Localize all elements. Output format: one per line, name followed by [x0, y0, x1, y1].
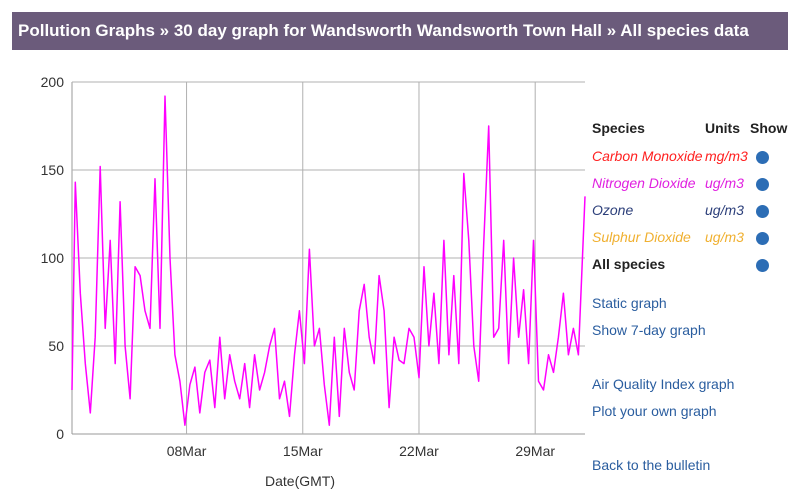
species-unit: mg/m3 [705, 148, 748, 164]
species-row-sulphur-dioxide: Sulphur Dioxide ug/m3 [592, 229, 772, 251]
breadcrumb: Pollution Graphs » 30 day graph for Wand… [12, 12, 788, 50]
toggle-all-species[interactable] [756, 259, 769, 272]
species-name: Sulphur Dioxide [592, 229, 691, 245]
y-tick-label: 100 [41, 250, 65, 266]
y-tick-label: 0 [56, 426, 64, 442]
plot-own-graph-link[interactable]: Plot your own graph [592, 403, 717, 419]
series-line [71, 95, 586, 426]
header-bar: Pollution Graphs » 30 day graph for Wand… [0, 0, 800, 62]
species-unit: ug/m3 [705, 175, 744, 191]
seven-day-graph-link[interactable]: Show 7-day graph [592, 322, 706, 338]
y-axis: 0 50 100 150 200 [41, 74, 65, 442]
species-unit: ug/m3 [705, 202, 744, 218]
all-species-label: All species [592, 256, 666, 272]
species-name: Carbon Monoxide [592, 148, 703, 164]
x-tick-label: 08Mar [167, 443, 207, 459]
toggle-carbon-monoxide[interactable] [756, 151, 769, 164]
x-tick-label: 22Mar [399, 443, 439, 459]
species-name: Nitrogen Dioxide [592, 175, 696, 191]
toggle-nitrogen-dioxide[interactable] [756, 178, 769, 191]
x-axis: 08Mar 15Mar 22Mar 29Mar [167, 443, 556, 459]
species-header: Species [592, 120, 645, 136]
species-row-ozone: Ozone ug/m3 [592, 202, 772, 224]
pollution-chart: 0 50 100 150 200 08Mar 15Mar 22Mar 29Mar Date(G… [41, 74, 586, 489]
show-header: Show [750, 120, 788, 136]
x-tick-label: 15Mar [283, 443, 323, 459]
y-tick-label: 200 [41, 74, 65, 90]
static-graph-link[interactable]: Static graph [592, 295, 667, 311]
y-tick-label: 150 [41, 162, 65, 178]
species-unit: ug/m3 [705, 229, 744, 245]
units-header: Units [705, 120, 740, 136]
species-name: Ozone [592, 202, 634, 218]
y-tick-label: 50 [48, 338, 64, 354]
x-axis-label: Date(GMT) [265, 473, 335, 489]
chart-grid [71, 81, 585, 435]
aqi-graph-link[interactable]: Air Quality Index graph [592, 376, 735, 392]
back-to-bulletin-link[interactable]: Back to the bulletin [592, 457, 711, 473]
chart-series [71, 95, 586, 426]
x-tick-label: 29Mar [515, 443, 555, 459]
toggle-sulphur-dioxide[interactable] [756, 232, 769, 245]
species-row-nitrogen-dioxide: Nitrogen Dioxide ug/m3 [592, 175, 772, 197]
species-row-carbon-monoxide: Carbon Monoxide mg/m3 [592, 148, 772, 170]
toggle-ozone[interactable] [756, 205, 769, 218]
